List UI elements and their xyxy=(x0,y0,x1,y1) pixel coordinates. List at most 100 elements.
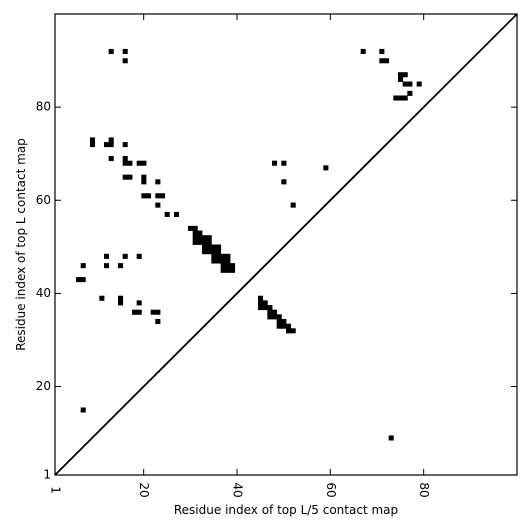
contact-cell-top-l xyxy=(225,258,231,264)
contact-cell-top-l xyxy=(360,48,366,54)
contact-cell-top-l xyxy=(160,193,166,199)
contact-cell-top-l5 xyxy=(262,305,268,311)
y-tick-label: 40 xyxy=(36,286,51,300)
contact-cell-top-l xyxy=(206,239,212,245)
contact-cell-top-l xyxy=(402,81,408,87)
contact-cell-top-l xyxy=(206,235,212,241)
contact-cell-top-l xyxy=(99,295,105,301)
x-tick-label: 80 xyxy=(417,482,431,497)
contact-cell-top-l xyxy=(122,160,128,166)
y-axis-label: Residue index of top L contact map xyxy=(14,138,28,351)
contact-cell-top-l xyxy=(136,309,142,315)
contact-cell-top-l xyxy=(132,309,138,315)
contact-cell-top-l xyxy=(202,235,208,241)
contact-cell-top-l xyxy=(164,211,170,217)
contact-cell-top-l5 xyxy=(290,328,296,334)
contact-cell-top-l xyxy=(220,263,226,269)
contact-cell-top-l xyxy=(150,309,156,315)
contact-cell-top-l xyxy=(155,319,161,325)
y-axis-ticks: 1 20 40 60 80 xyxy=(36,100,517,482)
contact-cell-top-l xyxy=(104,142,110,148)
contact-cell-top-l xyxy=(197,239,203,245)
contact-cell-top-l xyxy=(416,81,422,87)
contact-cell-top-l5 xyxy=(272,309,278,315)
contact-cell-top-l5 xyxy=(267,314,273,320)
contact-cell-top-l xyxy=(122,58,128,64)
contact-cell-top-l5 xyxy=(267,305,273,311)
contact-cell-top-l xyxy=(136,253,142,259)
contact-cell-top-l xyxy=(225,267,231,273)
contact-cell-top-l xyxy=(146,193,152,199)
x-tick-label: 60 xyxy=(324,482,338,497)
contact-cell-top-l xyxy=(141,193,147,199)
contact-cell-top-l xyxy=(108,137,114,143)
contact-cell-top-l5 xyxy=(286,323,292,329)
contact-cell-top-l xyxy=(393,95,399,101)
contact-cell-top-l xyxy=(281,179,287,185)
contact-cell-top-l xyxy=(202,239,208,245)
contact-cell-top-l5 xyxy=(258,300,264,306)
contact-cell-top-l xyxy=(290,202,296,208)
contact-cell-top-l5 xyxy=(272,314,278,320)
contact-cell-top-l xyxy=(118,295,124,301)
contact-cell-top-l xyxy=(108,156,114,162)
contact-cell-top-l5 xyxy=(276,319,282,325)
contact-cell-top-l xyxy=(141,179,147,185)
contact-cell-top-l xyxy=(407,81,413,87)
contact-cell-top-l xyxy=(230,263,236,269)
contact-cell-top-l xyxy=(192,225,198,231)
contact-cell-top-l xyxy=(211,249,217,255)
contact-cell-top-l xyxy=(216,253,222,259)
x-axis-ticks: 1 20 40 60 80 xyxy=(49,14,431,498)
contact-cell-top-l xyxy=(76,277,82,283)
contact-cells xyxy=(76,48,422,441)
contact-cell-top-l xyxy=(379,48,385,54)
y-tick-label: 1 xyxy=(43,468,51,482)
contact-cell-top-l xyxy=(272,160,278,166)
contact-cell-top-l xyxy=(141,160,147,166)
contact-cell-top-l5 xyxy=(258,295,264,301)
contact-cell-top-l xyxy=(118,263,124,269)
contact-cell-top-l xyxy=(216,258,222,264)
x-tick-label: 1 xyxy=(49,486,63,494)
contact-cell-top-l xyxy=(220,267,226,273)
contact-cell-top-l xyxy=(211,258,217,264)
contact-cell-top-l xyxy=(90,142,96,148)
plot-frame xyxy=(54,13,518,476)
contact-cell-top-l5 xyxy=(286,328,292,334)
contact-cell-top-l xyxy=(323,165,329,171)
contact-cell-top-l xyxy=(225,263,231,269)
contact-cell-top-l xyxy=(127,174,133,180)
contact-cell-top-l xyxy=(211,244,217,250)
contact-cell-top-l5 xyxy=(281,319,287,325)
contact-cell-top-l xyxy=(398,72,404,78)
contact-cell-top-l xyxy=(122,142,128,148)
contact-cell-top-l5 xyxy=(262,300,268,306)
contact-cell-top-l xyxy=(141,174,147,180)
contact-cell-top-l xyxy=(127,160,133,166)
contact-cell-top-l xyxy=(402,95,408,101)
contact-cell-top-l xyxy=(122,48,128,54)
contact-cell-top-l xyxy=(230,267,236,273)
contact-cell-top-l xyxy=(206,249,212,255)
contact-cell-top-l xyxy=(192,230,198,236)
contact-cell-top-l xyxy=(192,235,198,241)
x-tick-label: 20 xyxy=(137,482,151,497)
contact-cell-top-l xyxy=(216,249,222,255)
contact-cell-top-l xyxy=(220,253,226,259)
contact-cell-top-l xyxy=(192,239,198,245)
contact-cell-top-l xyxy=(155,179,161,185)
contact-cell-top-l xyxy=(384,58,390,64)
y-tick-label: 80 xyxy=(36,100,51,114)
y-tick-label: 60 xyxy=(36,193,51,207)
contact-cell-top-l xyxy=(155,202,161,208)
contact-cell-top-l xyxy=(108,48,114,54)
diagonal-line xyxy=(54,13,518,476)
y-tick-label: 20 xyxy=(36,379,51,393)
contact-cell-top-l5 xyxy=(267,309,273,315)
contact-cell-top-l xyxy=(122,156,128,162)
contact-cell-top-l5 xyxy=(276,323,282,329)
contact-cell-top-l xyxy=(122,253,128,259)
contact-cell-top-l xyxy=(398,76,404,82)
contact-cell-top-l xyxy=(407,90,413,96)
